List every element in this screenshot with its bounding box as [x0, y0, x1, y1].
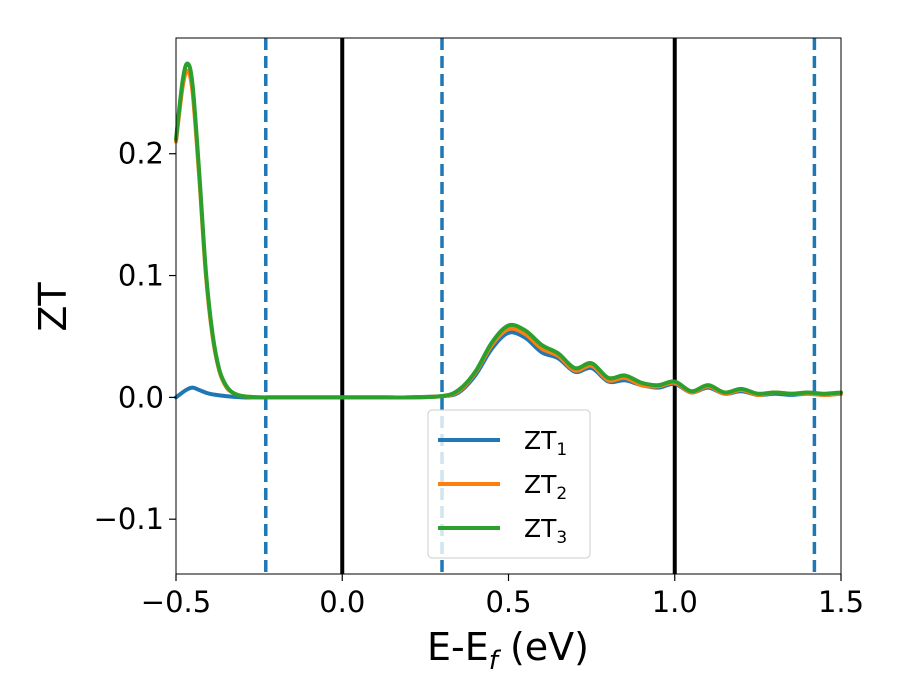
- legend-label-main: ZT: [524, 426, 557, 455]
- series-lines: [174, 61, 843, 400]
- legend-label-2: ZT2: [524, 470, 567, 504]
- x-axis-label-main: E-E: [427, 625, 489, 669]
- legend-label-subscript: 2: [556, 484, 567, 504]
- y-axis-ticks: −0.1 0.0 0.1 0.2: [94, 137, 176, 536]
- x-tick-label: 0.5: [485, 585, 531, 619]
- legend-label-subscript: 1: [556, 440, 567, 460]
- y-axis-label: ZT: [31, 282, 75, 332]
- legend-label-3: ZT3: [524, 514, 567, 548]
- x-axis-ticks: −0.5 0.0 0.5 1.0 1.5: [141, 574, 864, 619]
- x-axis-label-unit: (eV): [498, 625, 589, 669]
- y-tick-label: 0.0: [118, 380, 164, 414]
- x-tick-label: 1.5: [818, 585, 864, 619]
- y-tick-label: 0.1: [118, 259, 164, 293]
- y-tick-label: −0.1: [94, 502, 164, 536]
- vertical-lines: [264, 38, 817, 574]
- legend-label-main: ZT: [524, 514, 557, 543]
- x-tick-label: −0.5: [141, 585, 211, 619]
- legend-frame: [427, 409, 591, 559]
- x-tick-label: 0.0: [319, 585, 365, 619]
- legend-label-subscript: 3: [556, 528, 567, 548]
- legend-label-1: ZT1: [524, 426, 567, 460]
- series-line-3: [174, 61, 843, 400]
- x-tick-label: 1.0: [652, 585, 698, 619]
- y-tick-label: 0.2: [118, 137, 164, 171]
- legend-label-main: ZT: [524, 470, 557, 499]
- x-axis-label: E-Ef (eV): [427, 625, 589, 676]
